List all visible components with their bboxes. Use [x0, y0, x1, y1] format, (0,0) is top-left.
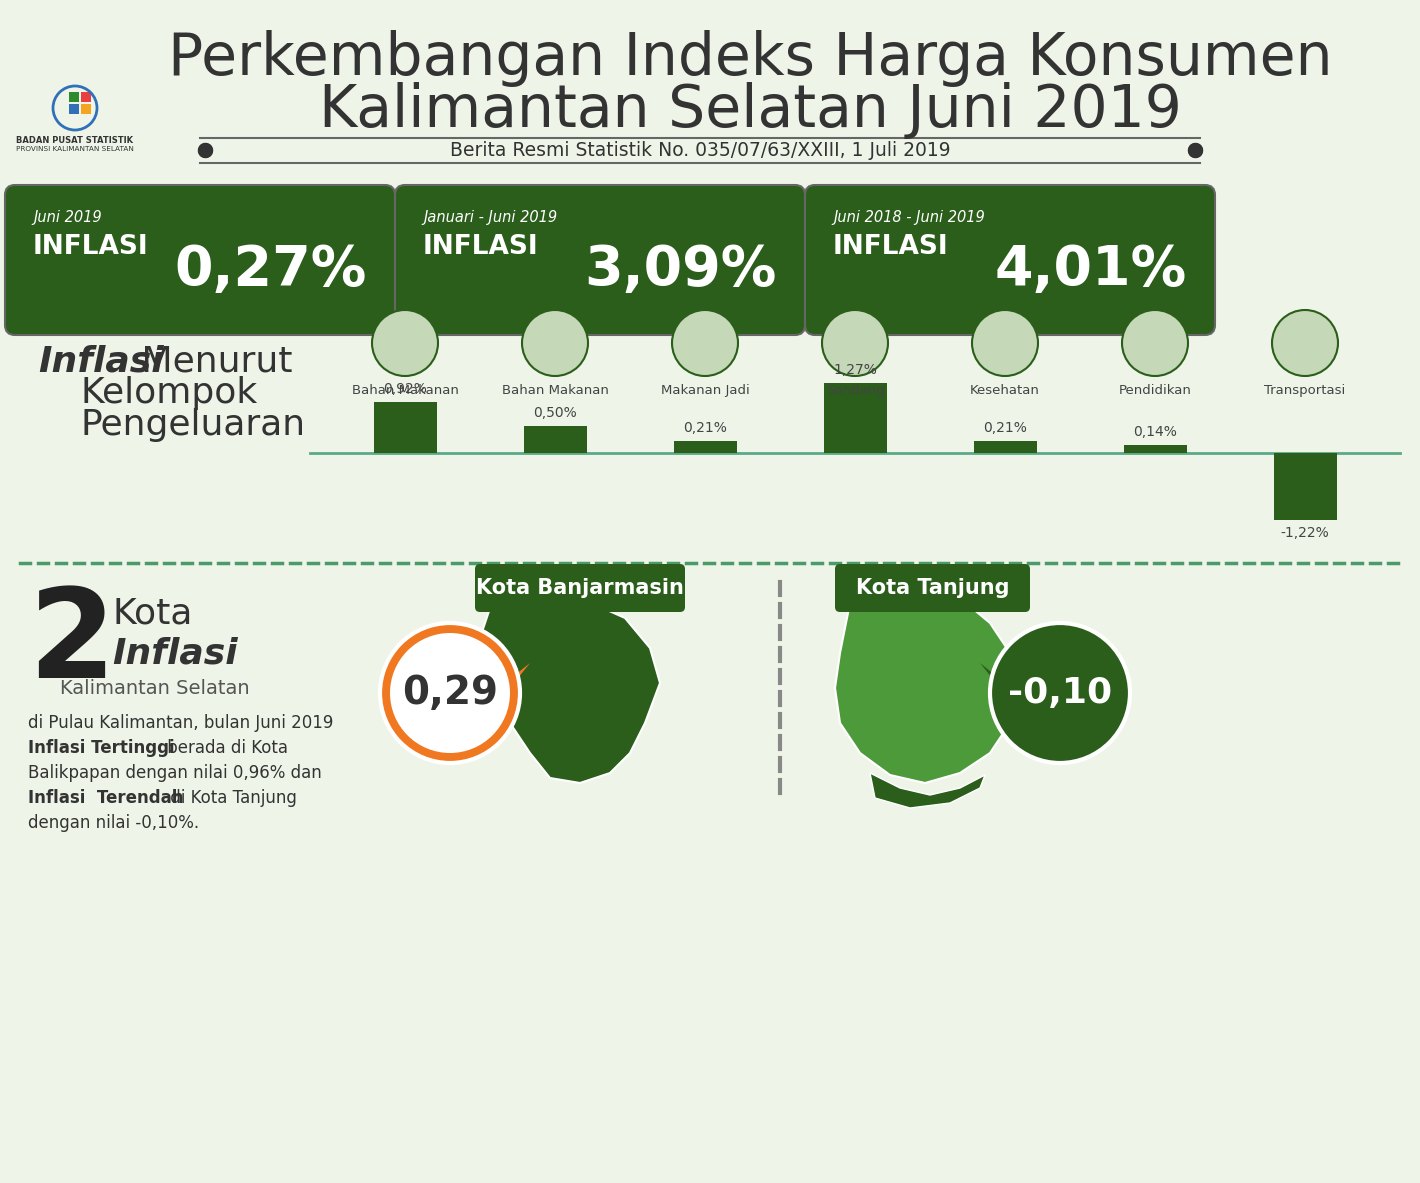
Text: 0,92%: 0,92%	[383, 382, 427, 396]
Text: Balikpapan dengan nilai 0,96% dan: Balikpapan dengan nilai 0,96% dan	[28, 764, 322, 782]
Polygon shape	[870, 772, 985, 808]
Text: 0,27%: 0,27%	[175, 243, 366, 297]
Text: 4,01%: 4,01%	[995, 243, 1187, 297]
Text: Inflasi Tertinggi: Inflasi Tertinggi	[28, 739, 175, 757]
Text: Pendidikan: Pendidikan	[1119, 384, 1191, 397]
Text: Perkembangan Indeks Harga Konsumen: Perkembangan Indeks Harga Konsumen	[168, 30, 1332, 86]
Circle shape	[372, 310, 437, 376]
Circle shape	[990, 623, 1130, 763]
Text: INFLASI: INFLASI	[834, 234, 949, 260]
Polygon shape	[490, 662, 530, 713]
Text: Juni 2019: Juni 2019	[33, 209, 102, 225]
Text: Kalimantan Selatan Juni 2019: Kalimantan Selatan Juni 2019	[318, 82, 1181, 138]
Text: 2: 2	[28, 582, 115, 704]
Text: -0,10: -0,10	[1008, 675, 1112, 710]
Text: Bahan Makanan: Bahan Makanan	[352, 384, 459, 397]
Bar	[974, 441, 1037, 453]
Text: INFLASI: INFLASI	[33, 234, 149, 260]
Bar	[1274, 453, 1336, 521]
FancyBboxPatch shape	[395, 185, 805, 335]
Text: Kelompok: Kelompok	[80, 376, 257, 411]
Circle shape	[822, 310, 888, 376]
Text: di Pulau Kalimantan, bulan Juni 2019: di Pulau Kalimantan, bulan Juni 2019	[28, 715, 334, 732]
Text: 0,14%: 0,14%	[1133, 426, 1177, 439]
FancyBboxPatch shape	[70, 92, 80, 102]
Text: 3,09%: 3,09%	[585, 243, 777, 297]
FancyBboxPatch shape	[476, 564, 684, 612]
Circle shape	[381, 623, 520, 763]
Text: BADAN PUSAT STATISTIK: BADAN PUSAT STATISTIK	[17, 136, 133, 146]
Circle shape	[391, 633, 510, 754]
Text: INFLASI: INFLASI	[423, 234, 538, 260]
Text: Juni 2018 - Juni 2019: Juni 2018 - Juni 2019	[834, 209, 984, 225]
Text: dengan nilai -0,10%.: dengan nilai -0,10%.	[28, 814, 199, 832]
Circle shape	[1272, 310, 1338, 376]
FancyBboxPatch shape	[81, 104, 91, 114]
FancyBboxPatch shape	[6, 185, 395, 335]
Bar	[673, 441, 737, 453]
Bar	[1123, 445, 1187, 453]
Circle shape	[523, 310, 588, 376]
Text: 0,21%: 0,21%	[683, 421, 727, 435]
Bar	[824, 383, 886, 453]
FancyBboxPatch shape	[835, 564, 1030, 612]
Text: Berita Resmi Statistik No. 035/07/63/XXIII, 1 Juli 2019: Berita Resmi Statistik No. 035/07/63/XXI…	[450, 141, 950, 160]
Text: di Kota Tanjung: di Kota Tanjung	[165, 789, 297, 807]
Circle shape	[672, 310, 738, 376]
FancyBboxPatch shape	[805, 185, 1216, 335]
Text: 0,50%: 0,50%	[532, 406, 577, 420]
Text: PROVINSI KALIMANTAN SELATAN: PROVINSI KALIMANTAN SELATAN	[16, 146, 133, 151]
Text: 1,27%: 1,27%	[834, 363, 878, 377]
Text: Januari - Juni 2019: Januari - Juni 2019	[423, 209, 557, 225]
Text: Kesehatan: Kesehatan	[970, 384, 1039, 397]
Bar	[524, 426, 586, 453]
FancyBboxPatch shape	[70, 104, 80, 114]
Polygon shape	[835, 586, 1020, 783]
Text: 0,29: 0,29	[402, 674, 498, 712]
Text: Sandang: Sandang	[825, 384, 885, 397]
Text: Kalimantan Selatan: Kalimantan Selatan	[60, 679, 250, 698]
Text: 0,21%: 0,21%	[983, 421, 1027, 435]
Text: Inflasi: Inflasi	[38, 344, 163, 379]
Text: Kota Tanjung: Kota Tanjung	[856, 578, 1010, 597]
FancyBboxPatch shape	[81, 92, 91, 102]
Text: Kota Banjarmasin: Kota Banjarmasin	[476, 578, 684, 597]
Bar	[373, 402, 436, 453]
Text: Kota: Kota	[112, 596, 192, 631]
Text: Inflasi  Terendah: Inflasi Terendah	[28, 789, 183, 807]
Circle shape	[1122, 310, 1189, 376]
Text: Pengeluaran: Pengeluaran	[80, 408, 305, 442]
Polygon shape	[480, 593, 660, 783]
Text: Bahan Makanan: Bahan Makanan	[501, 384, 608, 397]
Text: Makanan Jadi: Makanan Jadi	[660, 384, 750, 397]
Text: -1,22%: -1,22%	[1281, 526, 1329, 541]
Circle shape	[973, 310, 1038, 376]
Text: Transportasi: Transportasi	[1264, 384, 1346, 397]
Text: Menurut: Menurut	[131, 344, 293, 379]
Text: Inflasi: Inflasi	[112, 636, 237, 670]
Text: berada di Kota: berada di Kota	[162, 739, 288, 757]
Polygon shape	[980, 662, 1020, 713]
